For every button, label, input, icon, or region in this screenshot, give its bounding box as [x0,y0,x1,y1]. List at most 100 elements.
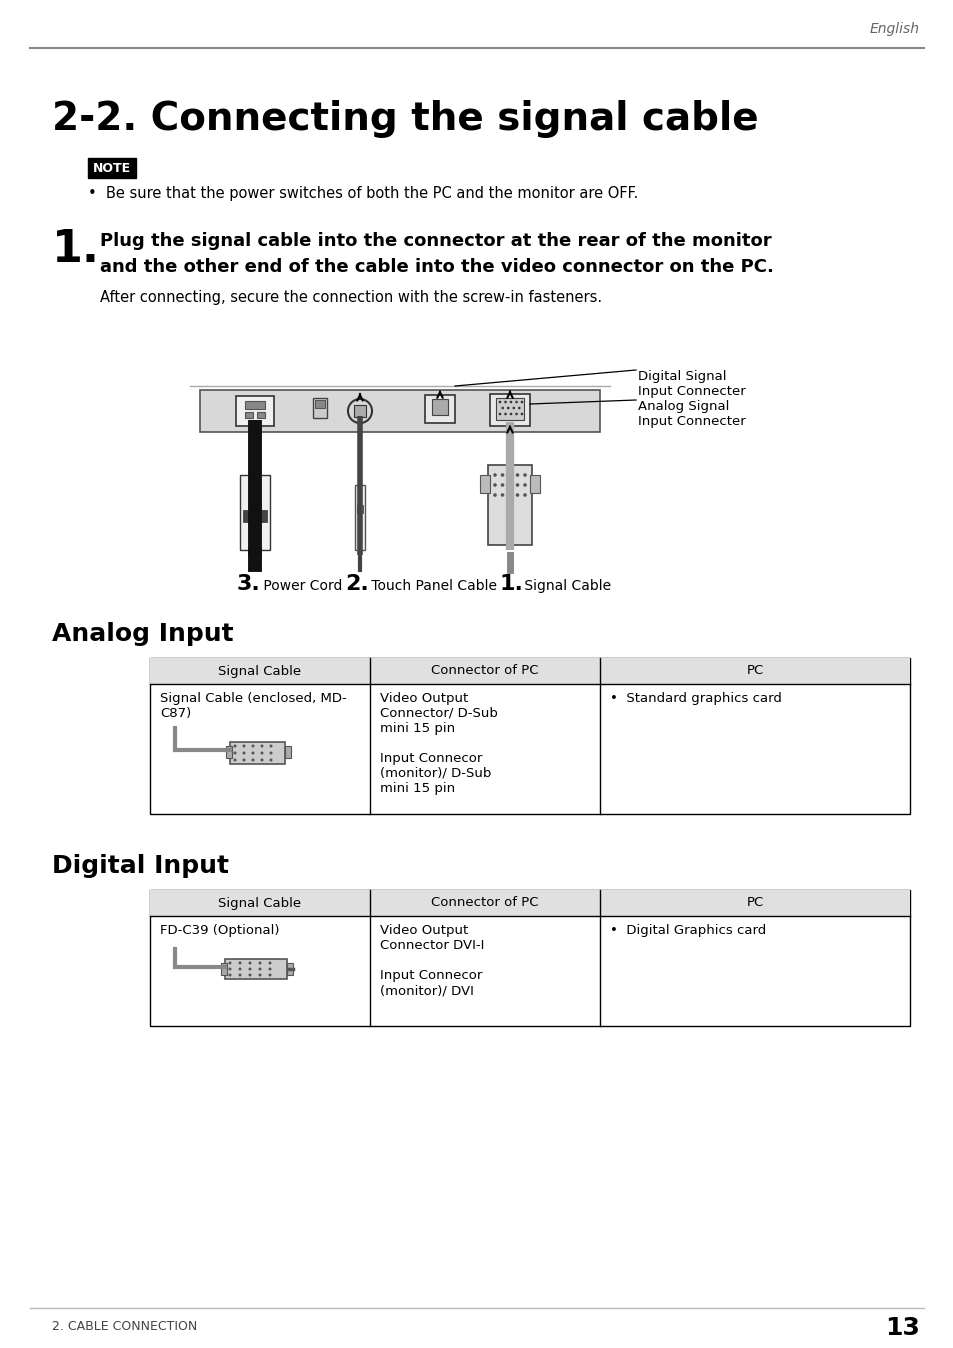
Text: Signal Cable: Signal Cable [218,896,301,910]
Bar [488,465,532,545]
Bar [490,394,530,426]
Circle shape [229,961,232,965]
Circle shape [520,400,523,403]
Text: •  Standard graphics card: • Standard graphics card [609,692,781,705]
Circle shape [498,412,500,415]
Bar [88,158,136,178]
Bar [150,658,909,683]
Circle shape [238,961,241,965]
Circle shape [233,759,236,762]
Text: 2. CABLE CONNECTION: 2. CABLE CONNECTION [52,1320,197,1333]
Text: Signal Cable: Signal Cable [519,580,611,593]
Circle shape [515,400,517,403]
Text: 1.: 1. [499,574,523,594]
Circle shape [260,759,263,762]
Circle shape [508,483,511,487]
Bar [150,658,909,814]
Circle shape [252,744,254,748]
Text: Connector of PC: Connector of PC [431,665,538,678]
Bar [226,745,232,758]
Circle shape [500,473,504,477]
Bar [424,395,455,423]
Circle shape [508,493,511,497]
Circle shape [522,483,526,487]
Text: Digital Signal
Input Connecter: Digital Signal Input Connecter [638,369,745,398]
Circle shape [242,751,245,755]
Text: Plug the signal cable into the connector at the rear of the monitor: Plug the signal cable into the connector… [100,232,771,249]
Circle shape [238,973,241,976]
Circle shape [522,473,526,477]
Text: After connecting, secure the connection with the screw-in fasteners.: After connecting, secure the connection … [100,290,601,305]
Bar [245,412,253,418]
Circle shape [504,400,506,403]
Circle shape [508,473,511,477]
Circle shape [512,407,515,410]
Circle shape [501,407,503,410]
Circle shape [248,973,252,976]
Circle shape [500,493,504,497]
Circle shape [242,744,245,748]
Text: Signal Cable: Signal Cable [218,665,301,678]
Text: FD-C39 (Optional): FD-C39 (Optional) [160,923,279,937]
Text: NOTE: NOTE [92,162,131,174]
Circle shape [260,751,263,755]
Circle shape [233,751,236,755]
Text: Power Cord: Power Cord [258,580,342,593]
Circle shape [493,493,497,497]
Circle shape [500,483,504,487]
Text: English: English [869,22,919,36]
Circle shape [268,961,272,965]
Bar [243,510,267,522]
Bar [235,396,274,426]
Circle shape [522,493,526,497]
Circle shape [509,400,512,403]
Circle shape [506,407,509,410]
Text: Touch Panel Cable: Touch Panel Cable [367,580,497,593]
Circle shape [498,400,500,403]
Bar [230,741,285,764]
Bar [356,506,363,514]
Text: 13: 13 [884,1316,919,1340]
Bar [240,474,270,550]
Text: 1.: 1. [52,228,100,271]
Circle shape [269,759,273,762]
Circle shape [258,968,261,971]
Bar [432,399,448,415]
Bar [256,412,265,418]
Circle shape [520,412,523,415]
Text: PC: PC [745,896,762,910]
Circle shape [493,483,497,487]
Circle shape [493,473,497,477]
Circle shape [252,751,254,755]
Circle shape [242,759,245,762]
Text: and the other end of the cable into the video connector on the PC.: and the other end of the cable into the … [100,257,773,276]
Circle shape [516,493,518,497]
Circle shape [233,744,236,748]
Text: 3.: 3. [236,574,260,594]
Circle shape [252,759,254,762]
Bar [150,890,909,1026]
Text: 2.: 2. [345,574,369,594]
Text: Video Output
Connector DVI-I

Input Connecor
(monitor)/ DVI: Video Output Connector DVI-I Input Conne… [379,923,484,998]
Bar [225,958,287,979]
Circle shape [229,973,232,976]
Text: •  Be sure that the power switches of both the PC and the monitor are OFF.: • Be sure that the power switches of bot… [88,186,638,201]
Bar [496,398,523,421]
Text: Video Output
Connector/ D-Sub
mini 15 pin

Input Connecor
(monitor)/ D-Sub
mini : Video Output Connector/ D-Sub mini 15 pi… [379,692,497,795]
Bar [314,400,325,408]
Circle shape [515,412,517,415]
Text: PC: PC [745,665,762,678]
Bar [354,404,366,417]
Circle shape [504,412,506,415]
Bar [200,390,599,431]
Text: Digital Input: Digital Input [52,855,229,878]
Circle shape [516,473,518,477]
Bar [530,474,539,493]
Circle shape [268,968,272,971]
Bar [479,474,490,493]
Text: •  Digital Graphics card: • Digital Graphics card [609,923,765,937]
Circle shape [248,968,252,971]
Bar [287,962,293,975]
Text: Connector of PC: Connector of PC [431,896,538,910]
Circle shape [509,412,512,415]
